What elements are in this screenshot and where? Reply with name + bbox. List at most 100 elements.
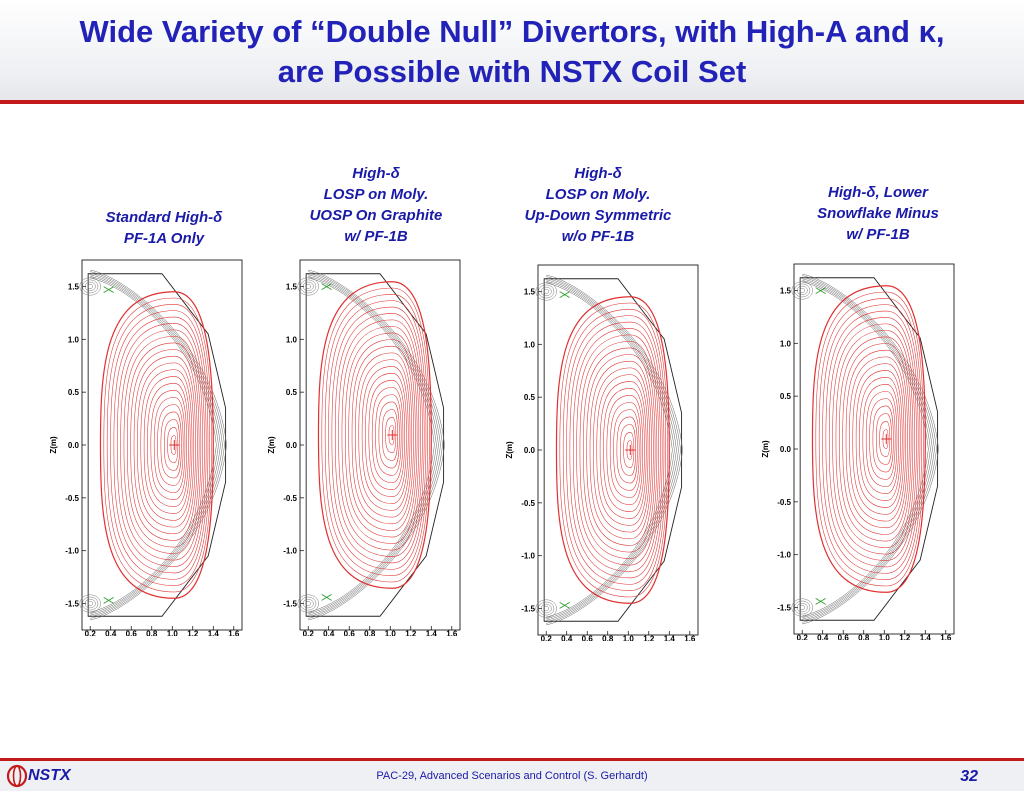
equilibrium-svg: 0.2 0.4 0.6 0.8 1.0 1.2 1.4 1.6 1.5 1.0 0.5 0.0 -0.5… [49,259,243,636]
y-tick-label: -1.0 [521,552,535,561]
y-tick-label: -1.5 [283,600,297,609]
equilibrium-plot-1: 0.2 0.4 0.6 0.8 1.0 1.2 1.4 1.6 1.5 1.0 0.5 0.0 -0.5… [44,254,244,636]
equilibrium-svg: 0.2 0.4 0.6 0.8 1.0 1.2 1.4 1.6 1.5 1.0 0.5 0.0 -0.5… [761,263,955,640]
x-tick-label: 0.2 [797,634,809,640]
x-tick-label: 0.8 [146,630,158,636]
y-tick-label: 1.0 [780,339,792,348]
title-band [0,0,1024,103]
y-axis-label: Z(m) [49,436,58,454]
x-tick-label: 0.6 [582,635,594,641]
y-tick-label: 0.0 [68,441,80,450]
caption-line: LOSP on Moly. [545,186,651,203]
x-tick-label: 0.2 [85,630,97,636]
caption-line: High-δ, Lower [828,184,928,201]
caption-line: Up-Down Symmetric [524,207,672,224]
y-tick-label: -0.5 [65,494,79,503]
x-tick-label: 0.4 [323,630,335,636]
x-tick-label: 1.6 [228,630,240,636]
caption-line: High-δ [574,165,622,182]
y-tick-label: -1.5 [521,605,535,614]
x-tick-label: 0.4 [105,630,117,636]
caption-panel-3: High-δ LOSP on Moly. Up-Down Symmetric w… [508,163,688,247]
x-tick-label: 1.2 [643,635,655,641]
y-tick-label: 1.5 [286,282,298,291]
x-tick-label: 1.0 [623,635,635,641]
y-tick-label: 1.5 [68,282,80,291]
y-tick-label: 0.0 [286,441,298,450]
x-tick-label: 0.2 [303,630,315,636]
slide-title-line-2: are Possible with NSTX Coil Set [277,54,747,89]
caption-line: High-δ [352,165,400,182]
x-tick-label: 1.0 [385,630,397,636]
caption-panel-1: Standard High-δ PF-1A Only [84,207,244,249]
y-tick-label: 0.0 [524,446,536,455]
caption-line: PF-1A Only [123,230,205,247]
x-tick-label: 1.4 [920,634,932,640]
caption-line: Snowflake Minus [817,205,939,222]
y-tick-label: -0.5 [777,498,791,507]
x-tick-label: 1.6 [940,634,952,640]
y-tick-label: -0.5 [283,494,297,503]
footer-divider [0,758,1024,761]
x-tick-label: 1.4 [664,635,676,641]
y-tick-label: 0.5 [524,393,536,402]
x-tick-label: 1.2 [187,630,199,636]
y-tick-label: 1.5 [524,287,536,296]
caption-line: w/o PF-1B [561,228,635,245]
x-tick-label: 1.2 [899,634,911,640]
y-tick-label: 0.5 [68,388,80,397]
caption-line: w/ PF-1B [344,228,408,245]
equilibrium-svg: 0.2 0.4 0.6 0.8 1.0 1.2 1.4 1.6 1.5 1.0 0.5 0.0 -0.5… [505,264,699,641]
y-tick-label: -0.5 [521,499,535,508]
y-tick-label: -1.5 [777,604,791,613]
y-tick-label: 0.5 [286,388,298,397]
footer-logo-text: NSTX [28,767,71,784]
caption-line: UOSP On Graphite [309,207,443,224]
equilibrium-plot-2: 0.2 0.4 0.6 0.8 1.0 1.2 1.4 1.6 1.5 1.0 0.5 0.0 -0.5… [262,254,462,636]
y-axis-label: Z(m) [761,440,770,458]
x-tick-label: 1.2 [405,630,417,636]
caption-panel-4: High-δ, Lower Snowflake Minus w/ PF-1B [798,182,958,245]
x-tick-label: 1.0 [167,630,179,636]
title-divider [0,100,1024,104]
x-tick-label: 0.6 [126,630,138,636]
slide-title-line-1: Wide Variety of “Double Null” Divertors,… [79,14,945,49]
x-tick-label: 1.4 [426,630,438,636]
x-tick-label: 0.4 [817,634,829,640]
x-tick-label: 1.4 [208,630,220,636]
x-tick-label: 0.4 [561,635,573,641]
y-tick-label: 1.0 [68,335,80,344]
slide-title: Wide Variety of “Double Null” Divertors,… [0,12,1024,92]
footer-center-text: PAC-29, Advanced Scenarios and Control (… [376,770,648,782]
y-tick-label: -1.0 [65,547,79,556]
x-tick-label: 0.2 [541,635,553,641]
footer-band [0,761,1024,791]
caption-panel-2: High-δ LOSP on Moly. UOSP On Graphite w/… [296,163,456,247]
equilibrium-plot-4: 0.2 0.4 0.6 0.8 1.0 1.2 1.4 1.6 1.5 1.0 0.5 0.0 -0.5… [756,258,956,640]
x-tick-label: 1.0 [879,634,891,640]
y-tick-label: 1.0 [524,340,536,349]
y-axis-label: Z(m) [267,436,276,454]
y-tick-label: -1.0 [283,547,297,556]
y-tick-label: -1.5 [65,600,79,609]
x-tick-label: 1.6 [446,630,458,636]
equilibrium-svg: 0.2 0.4 0.6 0.8 1.0 1.2 1.4 1.6 1.5 1.0 0.5 0.0 -0.5… [267,259,461,636]
y-tick-label: -1.0 [777,551,791,560]
caption-line: w/ PF-1B [846,226,910,243]
y-tick-label: 0.0 [780,445,792,454]
caption-line: LOSP on Moly. [323,186,429,203]
y-tick-label: 1.0 [286,335,298,344]
x-tick-label: 0.8 [858,634,870,640]
x-tick-label: 1.6 [684,635,696,641]
y-tick-label: 0.5 [780,392,792,401]
y-tick-label: 1.5 [780,286,792,295]
y-axis-label: Z(m) [505,441,514,459]
x-tick-label: 0.6 [838,634,850,640]
caption-line: Standard High-δ [105,209,223,226]
x-tick-label: 0.8 [364,630,376,636]
page-number: 32 [960,768,978,785]
equilibrium-plot-3: 0.2 0.4 0.6 0.8 1.0 1.2 1.4 1.6 1.5 1.0 0.5 0.0 -0.5… [500,259,700,641]
x-tick-label: 0.6 [344,630,356,636]
x-tick-label: 0.8 [602,635,614,641]
nstx-logo-icon [6,764,28,788]
